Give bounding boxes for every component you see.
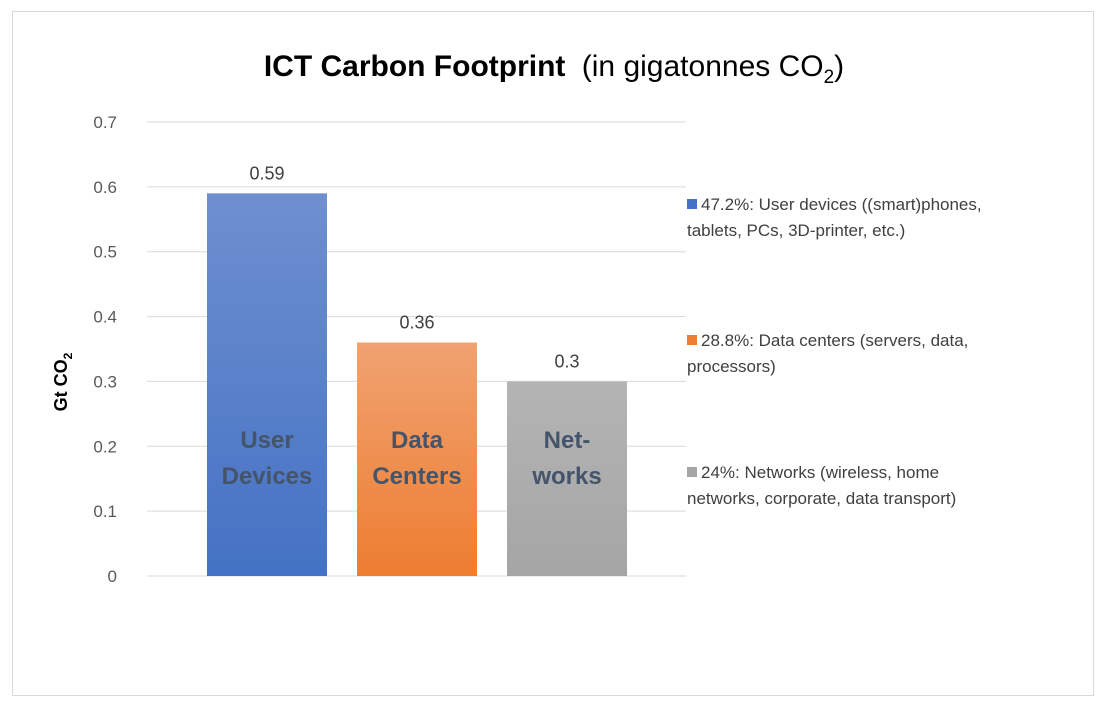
legend-entry-text: networks, corporate, data transport) — [687, 489, 956, 508]
data-label: 0.36 — [399, 313, 434, 333]
y-axis-label-sub: 2 — [61, 352, 75, 359]
y-tick-label: 0.7 — [93, 113, 117, 132]
y-tick-label: 0.3 — [93, 372, 117, 391]
legend-entry-text: processors) — [687, 357, 776, 376]
y-axis-label: Gt CO2 — [51, 352, 75, 411]
legend-swatch — [687, 335, 697, 345]
bars — [207, 193, 627, 577]
bar-inner-labels: User Devices Data Centers Net-works — [222, 427, 602, 490]
legend-entry-text: 47.2%: User devices ((smart)phones, — [701, 195, 982, 214]
bar-inner-label: Devices — [222, 463, 313, 490]
y-tick-label: 0.5 — [93, 243, 117, 262]
data-labels: 0.59 0.36 0.3 — [249, 163, 579, 371]
y-tick-label: 0 — [108, 567, 117, 586]
bar-1 — [357, 342, 477, 576]
data-label: 0.3 — [554, 351, 579, 371]
legend: 47.2%: User devices ((smart)phones, table… — [687, 195, 982, 508]
bar-chart: ICT Carbon Footprint (in gigatonnes CO2)… — [51, 50, 982, 586]
chart-title-close: ) — [834, 50, 844, 83]
y-axis-ticks: 0 0.1 0.2 0.3 0.4 0.5 0.6 0.7 — [93, 113, 117, 586]
legend-swatch — [687, 467, 697, 477]
legend-swatch — [687, 199, 697, 209]
legend-entry-text: 24%: Networks (wireless, home — [701, 463, 939, 482]
bar-inner-label: User — [240, 427, 293, 454]
chart-title-main: ICT Carbon Footprint — [264, 50, 566, 83]
chart-title-rest: (in gigatonnes CO — [582, 50, 824, 83]
legend-entry-text: tablets, PCs, 3D-printer, etc.) — [687, 221, 905, 240]
y-tick-label: 0.4 — [93, 308, 117, 327]
y-tick-label: 0.2 — [93, 437, 117, 456]
chart-title: ICT Carbon Footprint (in gigatonnes CO2) — [264, 50, 844, 88]
bar-0 — [207, 193, 327, 577]
data-label: 0.59 — [249, 163, 284, 183]
bar-inner-label: Net- — [544, 427, 591, 454]
bar-2 — [507, 381, 627, 576]
y-tick-label: 0.6 — [93, 178, 117, 197]
bar-inner-label: works — [531, 463, 601, 490]
bar-inner-label: Data — [391, 427, 444, 454]
bar-inner-label: Centers — [372, 463, 461, 490]
chart-frame: ICT Carbon Footprint (in gigatonnes CO2)… — [12, 11, 1094, 696]
y-axis-label-main: Gt CO — [51, 359, 71, 411]
y-tick-label: 0.1 — [93, 502, 117, 521]
chart-title-sub: 2 — [824, 67, 835, 88]
legend-entry-text: 28.8%: Data centers (servers, data, — [701, 331, 968, 350]
